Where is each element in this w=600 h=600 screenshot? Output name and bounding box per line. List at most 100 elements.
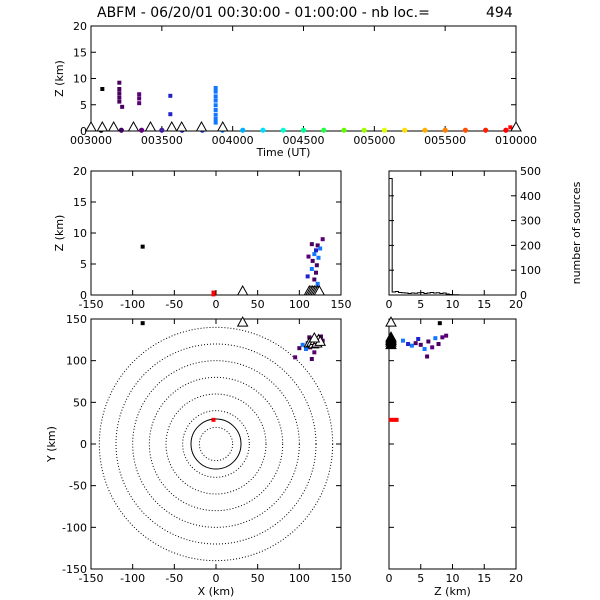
time-height-baseline-point xyxy=(118,127,124,133)
z-y-point xyxy=(400,338,405,343)
time-height-station-icon xyxy=(85,120,97,132)
histogram-xtick-label: 20 xyxy=(509,298,523,311)
x-z-point xyxy=(314,263,319,268)
z-y-point xyxy=(430,345,435,350)
time-height-baseline-point xyxy=(280,127,286,133)
time-height-ytick-label: 5 xyxy=(80,99,87,112)
time-height-baseline-point xyxy=(402,127,408,133)
histogram-ytick-label: 400 xyxy=(520,190,541,203)
range-ring xyxy=(98,326,334,562)
x-z-point xyxy=(318,246,323,251)
z-y-xtick-label: 0 xyxy=(386,572,393,585)
x-z-ytick-label: 10 xyxy=(73,227,87,240)
time-height-xtick-label: 005000 xyxy=(353,134,395,147)
time-height-xtick-label: 004500 xyxy=(283,134,325,147)
x-y-ytick-label: 50 xyxy=(73,396,87,409)
time-height-xlabel: Time (UT) xyxy=(256,146,311,159)
z-y-xtick-label: 5 xyxy=(417,572,424,585)
z-y-station-icon xyxy=(385,316,397,327)
x-y-point xyxy=(140,321,145,326)
x-y-frame xyxy=(90,318,342,570)
x-z-point xyxy=(305,274,310,279)
time-height-point xyxy=(117,80,122,85)
time-height-frame xyxy=(90,25,517,132)
z-y-point xyxy=(444,333,449,338)
time-height-baseline-point xyxy=(462,127,469,133)
time-height-station-icon xyxy=(195,120,208,132)
time-height-baseline-point xyxy=(361,127,367,133)
x-z-point xyxy=(320,237,325,242)
range-ring xyxy=(165,393,267,495)
z-y-point xyxy=(436,342,441,346)
z-y-xtick-label: 10 xyxy=(446,572,460,585)
x-z-xtick-label: -150 xyxy=(79,298,104,311)
time-height-point xyxy=(213,103,218,108)
x-y-point xyxy=(304,347,308,351)
x-z-point xyxy=(315,281,320,286)
x-z-point xyxy=(314,248,318,253)
time-height-point xyxy=(117,87,122,91)
x-z-point xyxy=(309,266,314,271)
x-y-xtick-label: -150 xyxy=(79,572,104,585)
x-z-station-icon xyxy=(236,284,249,296)
range-ring-solid xyxy=(190,418,242,470)
time-height-panel: 003000 003500 004000 004500 005000 005500 0100… xyxy=(53,20,537,159)
x-z-point xyxy=(314,270,318,275)
z-y-point xyxy=(426,339,431,344)
time-height-xtick-label: 003500 xyxy=(141,134,183,147)
z-y-xlabel: Z (km) xyxy=(434,585,471,598)
z-y-point xyxy=(440,335,445,340)
x-z-ytick-label: 15 xyxy=(73,196,87,209)
x-z-xtick-label: 0 xyxy=(213,298,220,311)
range-ring xyxy=(115,343,317,545)
x-y-xtick-label: 0 xyxy=(213,572,220,585)
time-height-point xyxy=(117,95,122,100)
x-y-ytick-label: -50 xyxy=(69,480,87,493)
x-z-ylabel: Z (km) xyxy=(53,215,66,252)
x-y-point xyxy=(300,342,305,347)
x-z-point xyxy=(309,242,314,247)
x-z-xtick-label: 100 xyxy=(289,298,310,311)
x-z-xtick-label: 150 xyxy=(331,298,352,311)
time-height-station-icon xyxy=(165,120,178,132)
z-y-xtick-label: 15 xyxy=(477,572,491,585)
x-y-ytick-label: 0 xyxy=(80,438,87,451)
x-y-station-icon xyxy=(308,331,321,343)
time-height-point xyxy=(213,85,218,90)
z-y-point xyxy=(422,347,427,351)
time-height-point xyxy=(213,98,218,103)
z-y-point xyxy=(433,336,438,341)
time-height-point xyxy=(508,125,513,130)
time-height-ytick-label: 15 xyxy=(73,46,87,59)
histogram-line xyxy=(388,177,516,296)
range-ring xyxy=(148,376,284,512)
time-height-xtick-label: 010000 xyxy=(495,134,537,147)
time-height-baseline-point xyxy=(503,127,509,133)
x-z-ytick-label: 0 xyxy=(80,289,87,302)
z-y-point xyxy=(437,321,442,326)
z-y-point xyxy=(418,342,423,347)
time-height-point xyxy=(168,112,173,117)
x-y-ylabel: Y (km) xyxy=(45,426,58,463)
histogram-xtick-label: 15 xyxy=(477,298,491,311)
z-y-point xyxy=(425,354,430,359)
x-z-point xyxy=(315,243,320,248)
time-height-point xyxy=(100,87,105,91)
x-y-xlabel: X (km) xyxy=(198,585,235,598)
x-y-plan-view-panel: -150 -100 -50 0 50 100 150 -150 -100 -50 0 50 100 150… xyxy=(45,313,352,598)
x-z-frame xyxy=(90,170,342,296)
x-y-ytick-label: 100 xyxy=(66,355,87,368)
histogram-xtick-label: 0 xyxy=(386,298,393,311)
time-height-baseline-point xyxy=(240,127,246,133)
time-height-point xyxy=(213,94,218,99)
time-height-point xyxy=(137,92,142,97)
time-height-baseline-point xyxy=(483,127,489,133)
x-z-point xyxy=(312,252,317,257)
range-ring xyxy=(132,360,300,528)
histogram-frame xyxy=(388,170,517,296)
time-height-ytick-label: 20 xyxy=(73,20,87,33)
time-height-station-icon xyxy=(510,120,522,132)
time-height-baseline-point xyxy=(422,127,428,133)
x-y-ytick-label: -150 xyxy=(62,563,87,576)
